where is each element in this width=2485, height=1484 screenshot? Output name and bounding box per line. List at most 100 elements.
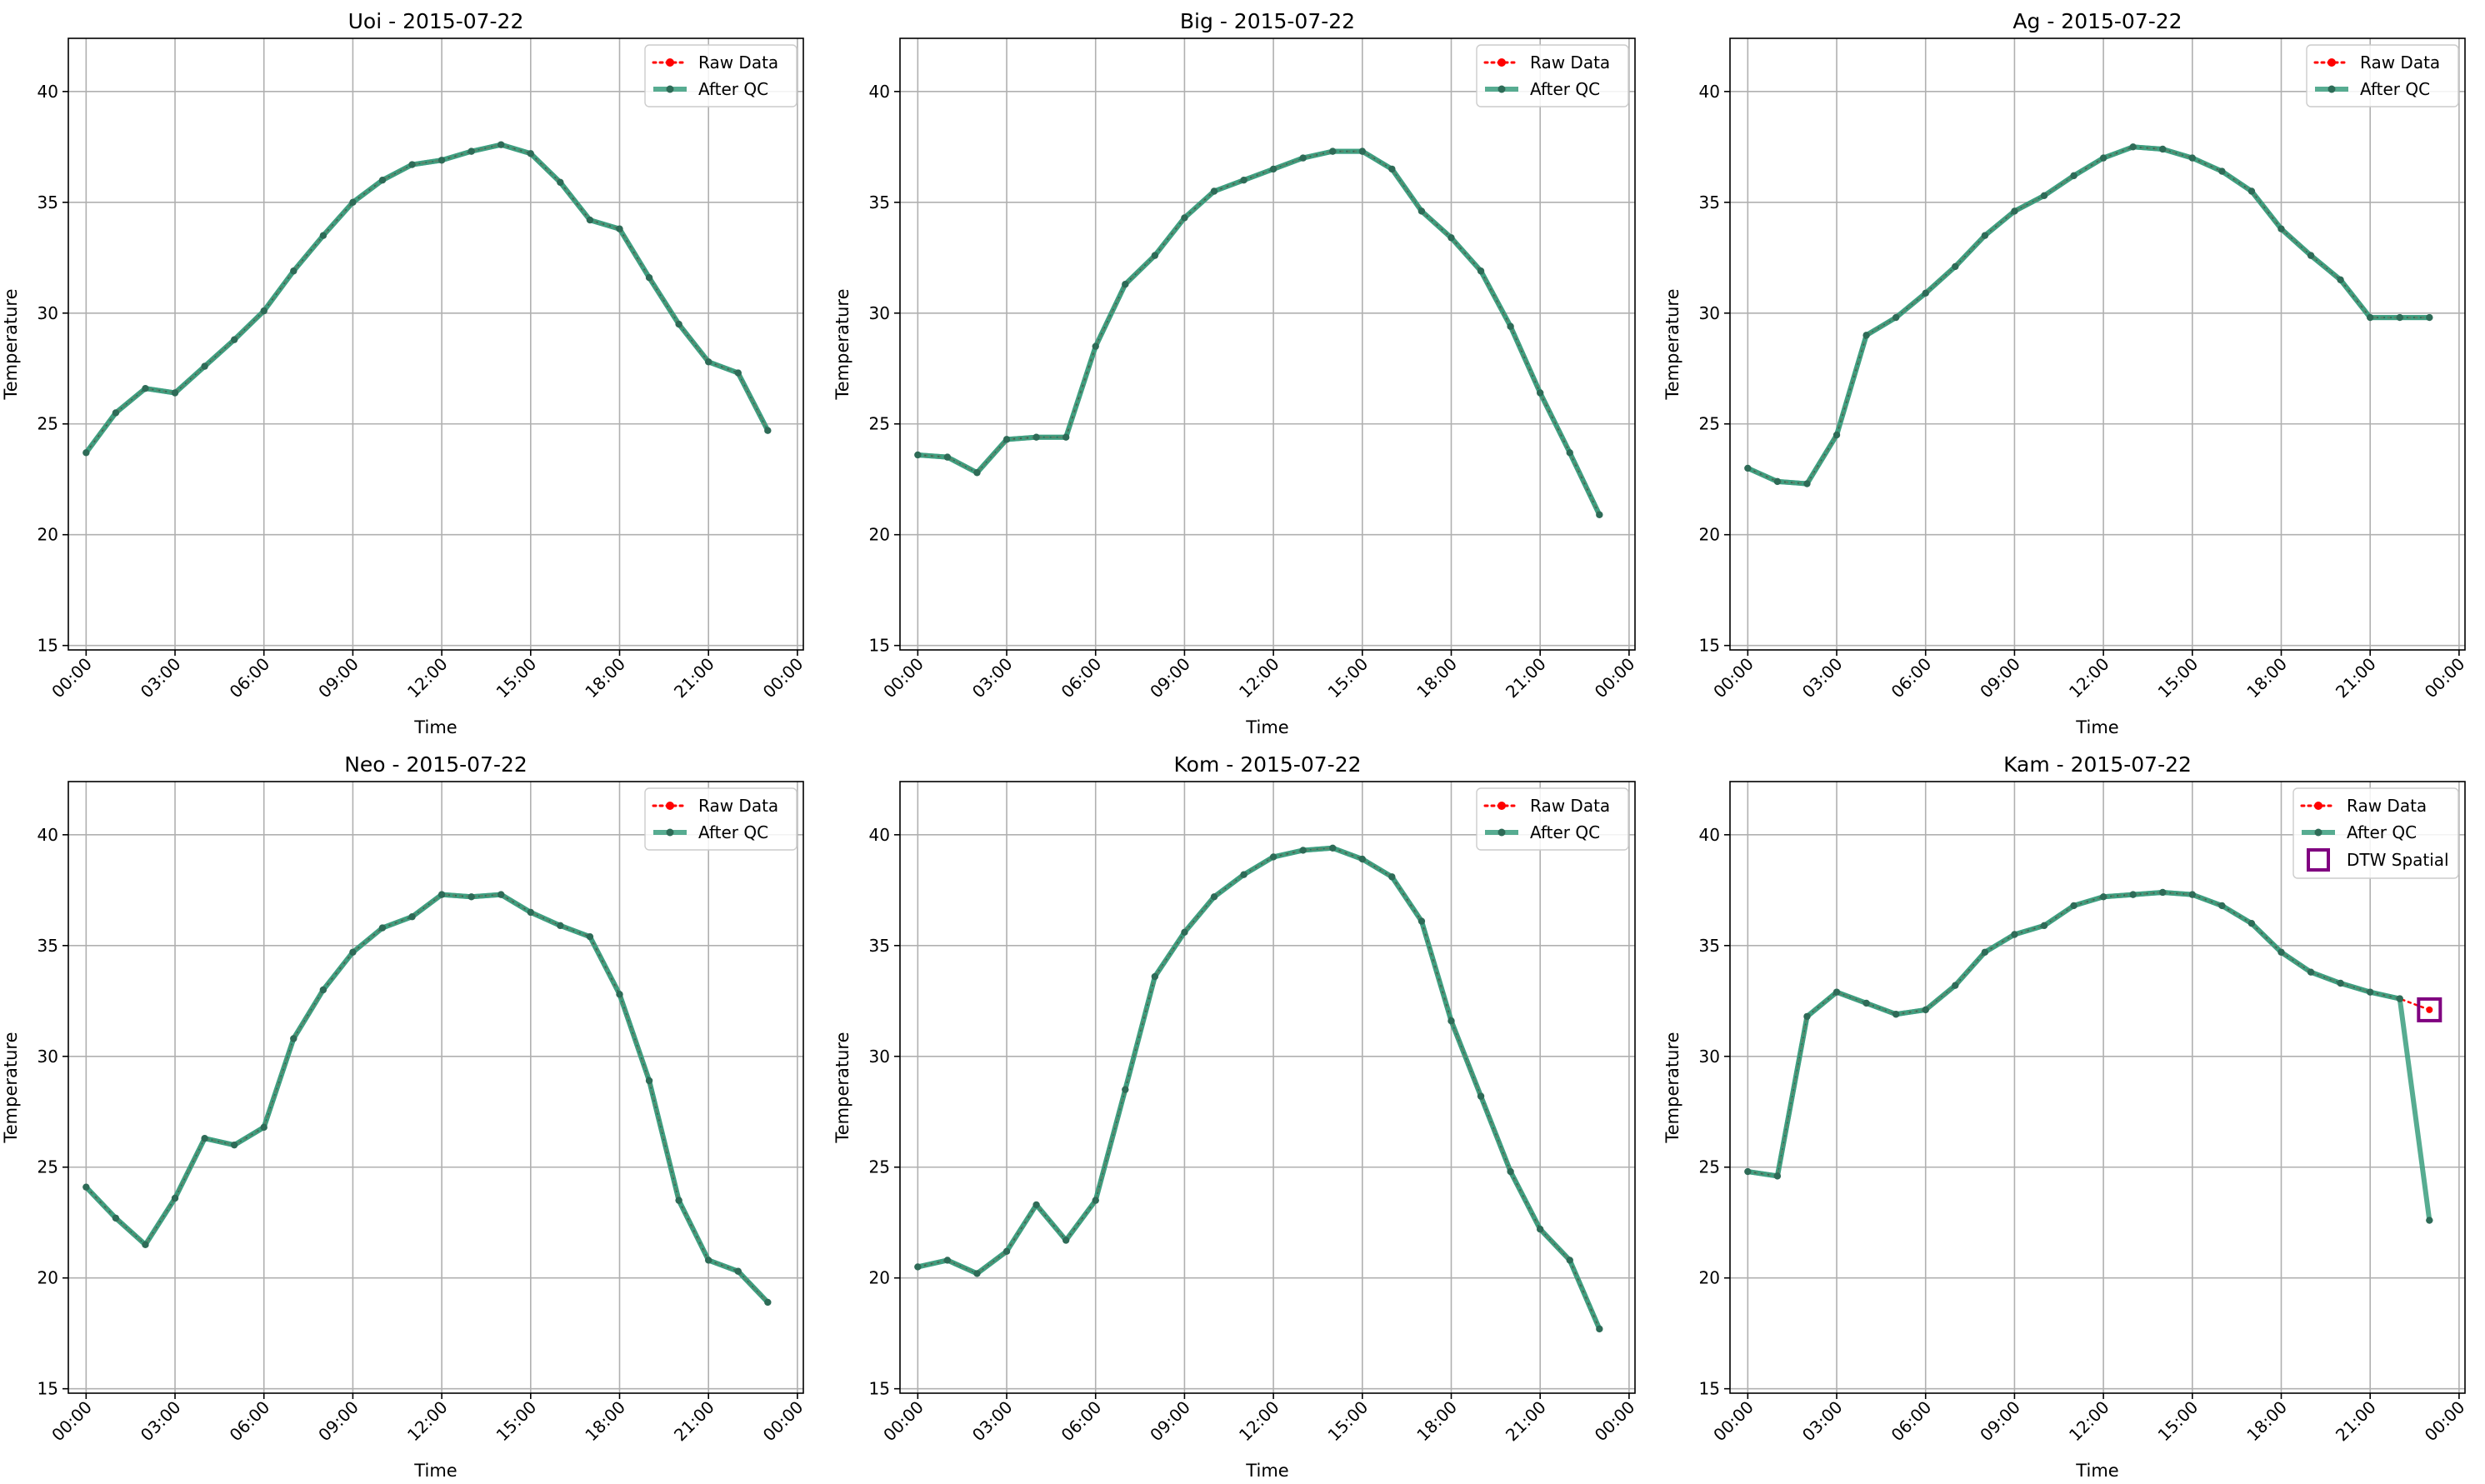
- x-tick-label: 06:00: [1888, 1397, 1936, 1446]
- series-segment-raw-data: [2251, 922, 2282, 953]
- data-point-after-qc: [586, 932, 594, 941]
- data-point-after-qc: [230, 336, 238, 343]
- y-tick-label: 25: [1699, 1157, 1720, 1177]
- x-tick-label: 09:00: [1146, 654, 1194, 702]
- axes-frame: [68, 37, 804, 651]
- series-line-after-qc: [917, 845, 1602, 1331]
- series-segment-raw-data: [678, 1200, 709, 1261]
- data-point-after-qc: [1151, 972, 1159, 981]
- legend-raw-label: Raw Data: [2347, 796, 2427, 816]
- series-segment-after-qc: [1508, 323, 1543, 396]
- y-tick-label: 40: [869, 82, 890, 102]
- series-line-raw-data: [917, 150, 1601, 517]
- y-tick-label: 40: [38, 82, 58, 102]
- y-axis-label: Temperature: [1662, 1032, 1682, 1143]
- data-point-after-qc: [498, 891, 505, 898]
- series-segment-raw-data: [233, 310, 265, 341]
- data-point-after-qc: [1832, 431, 1841, 439]
- series-segment-raw-data: [85, 412, 117, 453]
- data-point-after-qc: [2366, 988, 2374, 996]
- data-point-after-qc: [82, 1183, 90, 1191]
- data-point-after-qc: [1210, 893, 1218, 901]
- series-segment-after-qc: [1389, 874, 1424, 924]
- x-tick-label: 18:00: [1412, 1397, 1461, 1446]
- data-point-after-qc: [616, 991, 623, 998]
- data-point-after-qc: [704, 1257, 712, 1264]
- series-segment-after-qc: [2012, 192, 2047, 214]
- x-tick-label: 00:00: [1591, 654, 1639, 702]
- data-point-after-qc: [290, 267, 298, 275]
- data-point-after-qc: [1418, 207, 1426, 215]
- series-segment-raw-data: [559, 182, 591, 221]
- data-point-after-qc: [201, 362, 208, 370]
- data-point-after-qc: [1448, 234, 1455, 242]
- series-segment-after-qc: [350, 177, 385, 205]
- data-point-after-qc: [1952, 982, 1959, 989]
- data-point-after-qc: [2307, 252, 2315, 259]
- series-segment-raw-data: [292, 235, 324, 272]
- series-segment-after-qc: [498, 892, 533, 915]
- x-axis-label: Time: [2075, 717, 2118, 737]
- series-segment-raw-data: [1539, 392, 1571, 453]
- legend-qc-label: After QC: [2347, 822, 2417, 842]
- series-segment-after-qc: [172, 363, 208, 396]
- data-point-after-qc: [1181, 928, 1188, 937]
- dtw-spatial-marker: [2417, 997, 2442, 1022]
- chart-title: Kom - 2015-07-22: [1174, 752, 1362, 777]
- data-point-after-qc: [557, 178, 564, 187]
- y-tick-label: 35: [38, 936, 58, 956]
- series-segment-after-qc: [1418, 208, 1454, 241]
- x-tick-label: 15:00: [1324, 654, 1372, 702]
- legend-box: [2292, 787, 2459, 879]
- y-axis-label: Temperature: [1, 1032, 21, 1143]
- series-segment-raw-data: [618, 228, 650, 278]
- panel-5: 15 20 25 30 35 40 00:00 03:00 06:00 09:00 12:00 15:…: [832, 752, 1638, 1481]
- chart-title: Kam - 2015-07-22: [2003, 752, 2192, 777]
- data-point-after-qc: [2426, 1217, 2433, 1224]
- series-segment-raw-data: [1569, 452, 1601, 516]
- series-segment-after-qc: [1211, 177, 1247, 194]
- data-point-after-qc: [943, 453, 952, 461]
- data-point-after-qc: [943, 1257, 952, 1264]
- series-segment-after-qc: [2278, 226, 2314, 258]
- data-point-after-qc: [2011, 207, 2018, 215]
- series-segment-raw-data: [2132, 892, 2163, 896]
- series-segment-raw-data: [1748, 1171, 1778, 1177]
- y-axis-label: Temperature: [1, 288, 21, 400]
- data-point-after-qc: [468, 147, 475, 155]
- x-tick-label: 09:00: [1976, 654, 2024, 702]
- data-point-after-qc: [1862, 999, 1870, 1007]
- legend: Raw Data After QC DTW Spatial: [2292, 787, 2459, 879]
- data-point-after-qc: [764, 427, 772, 434]
- series-segment-raw-data: [1954, 952, 1986, 987]
- x-tick-label: 09:00: [1146, 1397, 1194, 1446]
- data-point-after-qc: [2188, 891, 2197, 898]
- data-point-after-qc: [1773, 1172, 1782, 1180]
- y-tick-label: 30: [38, 303, 58, 323]
- series-segment-raw-data: [85, 1187, 117, 1219]
- series-segment-after-qc: [587, 217, 622, 232]
- x-tick-label: 12:00: [1235, 654, 1283, 702]
- series-segment-after-qc: [735, 370, 771, 433]
- x-tick-label: 06:00: [1888, 654, 1936, 702]
- data-point-after-qc: [914, 1263, 922, 1271]
- data-point-after-qc: [1892, 313, 1900, 322]
- data-point-after-qc: [1981, 948, 1989, 956]
- data-point-after-qc: [704, 358, 712, 366]
- y-tick-label: 20: [1699, 1268, 1720, 1288]
- series-segment-after-qc: [202, 1136, 238, 1148]
- series-segment-after-qc: [706, 1257, 741, 1274]
- legend-qc-marker: [666, 828, 674, 837]
- series-segment-raw-data: [1006, 1204, 1038, 1252]
- series-segment-raw-data: [1035, 1204, 1067, 1242]
- y-tick-label: 40: [1699, 82, 1720, 102]
- legend: Raw Data After QC: [1476, 44, 1629, 107]
- data-point-after-qc: [438, 891, 446, 898]
- series-segment-after-qc: [1241, 166, 1277, 183]
- legend-raw-marker: [2314, 802, 2322, 810]
- series-segment-raw-data: [589, 936, 621, 995]
- data-point-after-qc: [142, 1241, 149, 1249]
- data-point-after-qc: [112, 409, 120, 417]
- series-segment-raw-data: [530, 912, 561, 927]
- series-segment-after-qc: [379, 162, 415, 183]
